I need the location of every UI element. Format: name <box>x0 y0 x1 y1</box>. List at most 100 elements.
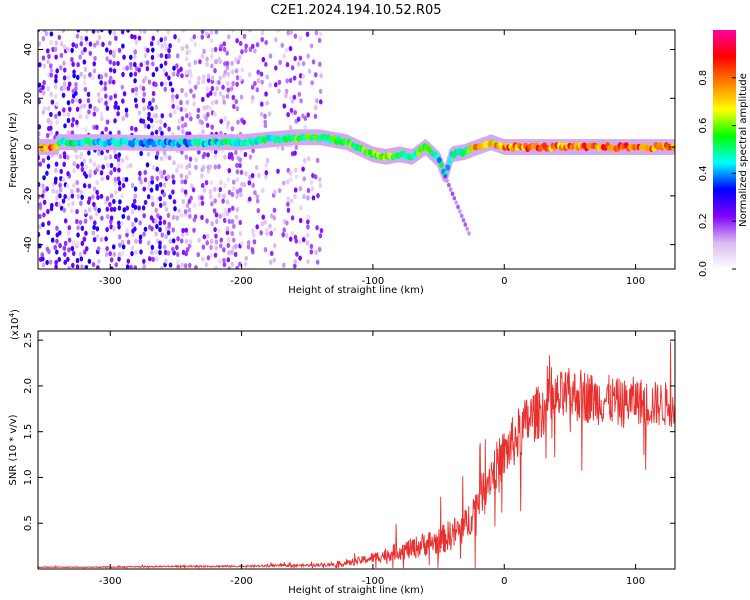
noise-cell <box>78 113 82 120</box>
noise-cell <box>53 84 58 90</box>
noise-cell <box>284 47 289 53</box>
noise-cell <box>84 39 89 46</box>
noise-cell <box>225 211 230 217</box>
noise-cell <box>151 124 155 130</box>
noise-cell <box>305 31 310 37</box>
noise-cell <box>105 105 110 111</box>
noise-cell <box>75 179 79 186</box>
noise-cell <box>120 193 125 199</box>
noise-cell <box>210 100 215 106</box>
noise-cell <box>222 217 227 224</box>
noise-cell <box>214 218 219 225</box>
noise-cell <box>158 227 162 233</box>
noise-cell <box>66 85 71 91</box>
noise-cell <box>97 207 101 214</box>
noise-cell <box>55 225 59 231</box>
noise-cell <box>196 252 201 258</box>
noise-cell <box>133 265 138 269</box>
noise-cell <box>232 103 236 110</box>
noise-cell <box>159 63 164 69</box>
noise-cell <box>242 119 246 125</box>
noise-cell <box>74 81 78 88</box>
noise-cell <box>147 180 152 186</box>
noise-cell <box>38 155 41 161</box>
noise-cell <box>181 227 185 234</box>
noise-cell <box>299 98 303 104</box>
noise-cell <box>92 111 97 117</box>
noise-cell <box>274 65 278 71</box>
noise-cell <box>147 256 152 262</box>
noise-cell <box>210 85 215 92</box>
noise-cell <box>163 249 168 256</box>
noise-cell <box>180 46 185 52</box>
snr-x-tick-label: 0 <box>501 576 507 587</box>
noise-cell <box>230 249 234 255</box>
noise-cell <box>162 169 167 175</box>
noise-cell <box>298 35 303 41</box>
noise-cell <box>129 72 133 78</box>
noise-cell <box>146 47 150 53</box>
noise-cell <box>296 61 301 67</box>
noise-cell <box>184 154 189 160</box>
noise-cell <box>187 79 192 85</box>
noise-cell <box>217 192 222 199</box>
noise-cell <box>66 230 71 236</box>
noise-cell <box>173 34 177 40</box>
noise-cell <box>222 41 227 47</box>
noise-cell <box>256 69 260 75</box>
noise-cell <box>255 224 259 230</box>
noise-cell <box>117 152 122 158</box>
noise-cell <box>92 42 97 48</box>
noise-cell <box>84 126 88 133</box>
noise-cell <box>299 205 303 211</box>
noise-cell <box>194 164 198 170</box>
noise-cell <box>248 174 252 181</box>
noise-cell <box>41 256 45 262</box>
noise-cell <box>189 195 193 201</box>
noise-cell <box>42 212 46 218</box>
noise-cell <box>108 59 113 65</box>
noise-cell <box>175 93 179 100</box>
noise-cell <box>196 113 200 120</box>
noise-cell <box>226 177 230 183</box>
noise-cell <box>151 35 156 41</box>
noise-cell <box>53 46 58 52</box>
noise-cell <box>318 182 323 188</box>
snr-y-tick-label: 0.5 <box>23 515 34 531</box>
noise-cell <box>61 198 66 204</box>
noise-cell <box>318 31 323 37</box>
noise-cell <box>223 115 228 122</box>
noise-cell <box>122 207 127 213</box>
noise-cell <box>143 169 148 176</box>
noise-cell <box>278 59 282 65</box>
noise-cell <box>175 251 180 258</box>
noise-cell <box>213 198 217 204</box>
noise-cell <box>293 55 297 62</box>
noise-cell <box>104 100 108 106</box>
noise-cell <box>260 79 264 85</box>
noise-cell <box>170 87 175 93</box>
noise-cell <box>227 266 231 269</box>
noise-cell <box>46 58 50 65</box>
noise-cell <box>227 207 232 213</box>
noise-cell <box>122 54 126 60</box>
noise-cell <box>298 217 303 224</box>
noise-cell <box>38 82 42 88</box>
noise-cell <box>142 263 147 269</box>
noise-cell <box>192 34 197 40</box>
noise-cell <box>238 231 243 237</box>
noise-cell <box>71 61 75 67</box>
noise-cell <box>82 158 87 164</box>
noise-cell <box>163 80 168 87</box>
noise-cell <box>218 243 223 249</box>
noise-cell <box>171 71 176 77</box>
noise-cell <box>256 78 261 84</box>
noise-cell <box>129 264 133 269</box>
noise-cell <box>227 218 232 225</box>
noise-cell <box>301 113 305 119</box>
noise-cell <box>196 107 201 113</box>
noise-cell <box>154 104 159 110</box>
noise-cell <box>84 264 89 269</box>
noise-cell <box>189 183 194 189</box>
noise-cell <box>201 164 206 171</box>
